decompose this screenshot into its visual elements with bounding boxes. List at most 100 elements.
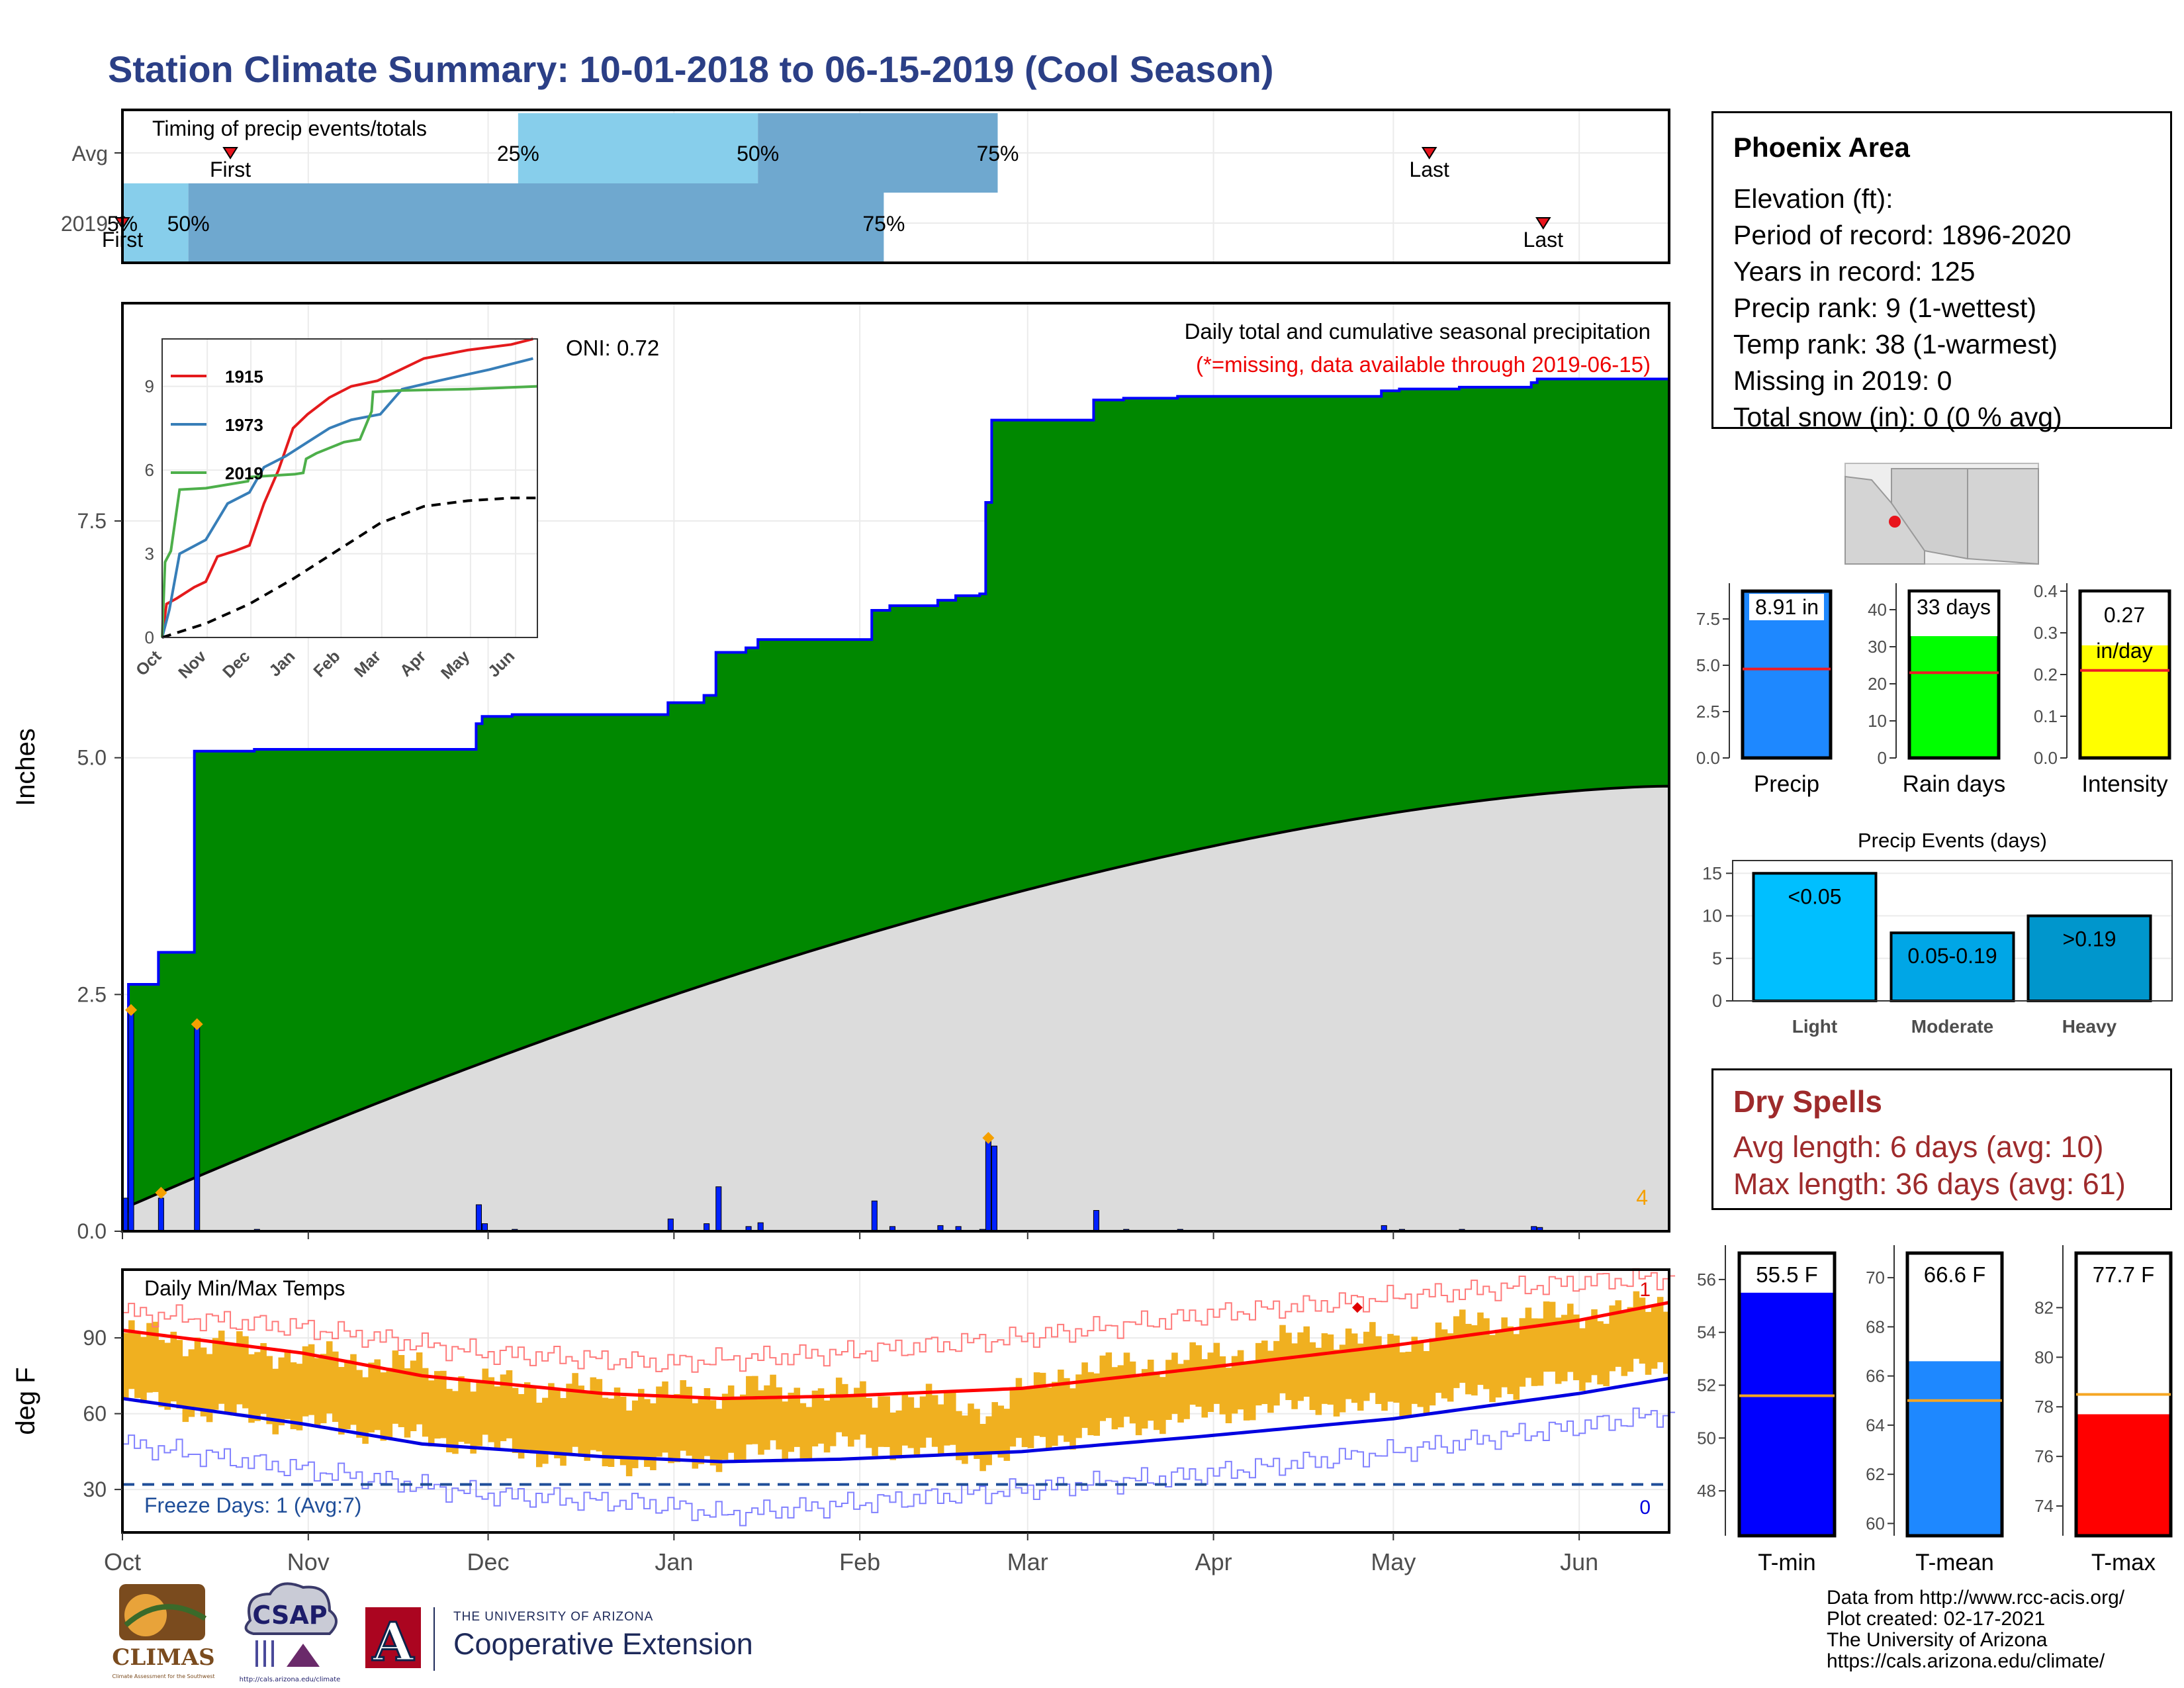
inset-series-2019 [161,385,538,638]
timing-label-Avg-0: 25% [497,142,539,165]
temp-daily-bar [619,1396,627,1466]
temp-daily-bar [458,1376,465,1442]
precip-daily-bar-8 [667,1218,674,1232]
precip-ytick-label: 2.5 [77,982,107,1006]
precip-ylabel: Inches [11,728,40,806]
timing-marker-label-Avg-1: Last [1409,158,1449,181]
precip-summary-ytick-label: 2.5 [1696,702,1720,722]
temp-daily-bar [554,1389,561,1459]
temp-daily-bar [674,1393,680,1462]
temp-daily-bar [1333,1349,1340,1417]
temp-daily-bar [709,1400,717,1466]
precip-summary-category-0: Precip [1754,771,1819,797]
timing-label-Avg-1: 50% [737,142,779,165]
temp-daily-bar [1267,1350,1274,1413]
temp-daily-bar [727,1385,735,1453]
temp-daily-bar [937,1404,944,1455]
temp-corner-bottom: 0 [1639,1497,1651,1519]
inset-series-1915 [161,338,533,638]
temp-summary-ytick-label: 52 [1697,1376,1716,1395]
dry-spells-avg: Avg length: 6 days (avg: 10) [1733,1130,2104,1164]
locator-map-station-dot [1889,516,1901,528]
temp-daily-bar [614,1387,621,1458]
temp-daily-bar [368,1362,375,1432]
temp-daily-bar [1285,1333,1292,1401]
temp-summary-ytick-label: 48 [1697,1481,1716,1501]
precip-summary-label-bg-1 [1911,592,1997,636]
temp-daily-bar [1087,1372,1094,1436]
precip-oni-label: ONI: 0.72 [566,336,659,360]
temp-daily-bar [1303,1326,1310,1397]
csap-wordmark: CSAP [252,1601,327,1630]
temp-daily-bar [1501,1317,1508,1387]
temp-daily-bar [1489,1335,1496,1403]
temp-daily-bar [1165,1360,1172,1421]
temp-daily-bar [698,1397,705,1464]
temp-daily-bar [1507,1326,1514,1394]
temp-summary-bar-1 [1907,1361,2002,1536]
temp-daily-bar [332,1351,339,1423]
temp-daily-bar [320,1354,327,1424]
precip-summary-bar-1 [1909,635,1999,758]
temp-daily-bar [889,1412,896,1460]
inset-ytick-label: 6 [145,460,154,480]
temp-daily-bar [799,1403,807,1459]
temp-daily-bar [512,1387,519,1453]
precip-daily-bar-20 [1093,1210,1099,1232]
events-ytick-label: 10 [1702,906,1722,926]
temp-daily-bar [134,1331,141,1398]
temp-daily-bar [398,1355,405,1427]
dry-spells-title: Dry Spells [1733,1084,1882,1119]
precip-summary-ytick-label: 0.4 [2034,581,2058,601]
climas-wordmark: CLIMAS [112,1644,214,1671]
temp-daily-bar [1405,1352,1412,1416]
temp-daily-bar [470,1391,477,1454]
timing-segment-Avg-1 [758,113,998,193]
temp-record-max-line [122,1268,1676,1373]
temp-daily-bar [476,1382,482,1446]
temp-daily-bar [704,1388,711,1456]
precip-daily-bar-18 [985,1136,991,1232]
temp-daily-bar [1429,1338,1436,1406]
temp-daily-bar [860,1381,866,1435]
temp-summary-category-2: T-max [2091,1550,2156,1575]
xaxis-month-nov: Nov [287,1548,330,1575]
precip-daily-bar-1 [128,1008,134,1232]
temp-daily-bar [1639,1297,1646,1364]
precip-daily-bar-2 [158,1197,164,1232]
station-precip-rank: Precip rank: 9 (1-wettest) [1733,293,2036,323]
temp-daily-bar [260,1342,267,1414]
temp-daily-bar [1291,1343,1298,1409]
temp-summary-ytick-label: 70 [1866,1268,1885,1288]
temp-daily-bar [529,1386,537,1454]
temp-daily-bar [518,1393,525,1459]
temp-summary-bar-2 [2076,1414,2171,1536]
temp-daily-bar [872,1407,878,1456]
locator-map-new-mexico [1967,468,2039,565]
temp-daily-bar [884,1396,890,1447]
temp-daily-bar [494,1386,501,1450]
precip-summary-ytick-label: 20 [1868,674,1887,694]
temp-daily-bar [590,1377,597,1450]
temp-daily-bar [302,1346,309,1417]
temp-daily-bar [1399,1352,1406,1417]
temp-daily-bar [650,1403,657,1470]
temp-daily-bar [764,1385,770,1450]
precip-ytick-label: 7.5 [77,509,107,533]
temp-daily-bar [829,1393,837,1446]
precip-summary-ytick-label: 7.5 [1696,609,1720,629]
temp-daily-bar [1591,1309,1598,1376]
temp-daily-bar [1651,1304,1658,1369]
temp-daily-bar [1579,1328,1586,1391]
xaxis-month-jun: Jun [1560,1548,1598,1575]
temp-daily-bar [1459,1309,1466,1383]
temp-daily-bar [782,1401,788,1460]
temp-daily-bar [848,1396,854,1447]
temp-daily-bar [1375,1336,1382,1405]
page-title: Station Climate Summary: 10-01-2018 to 0… [108,48,1274,90]
station-snow: Total snow (in): 0 (0 % avg) [1733,402,2062,432]
temp-daily-bar [1609,1305,1615,1372]
temp-daily-bar [308,1344,315,1415]
temp-daily-bar [931,1395,938,1447]
